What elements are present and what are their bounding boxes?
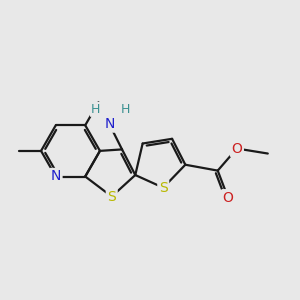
Text: H: H <box>120 103 130 116</box>
Text: O: O <box>231 142 242 155</box>
Text: N: N <box>104 117 115 131</box>
Text: S: S <box>107 190 116 203</box>
Text: O: O <box>223 191 233 205</box>
Text: S: S <box>159 181 168 195</box>
Text: N: N <box>51 169 61 184</box>
Text: H: H <box>91 103 100 116</box>
